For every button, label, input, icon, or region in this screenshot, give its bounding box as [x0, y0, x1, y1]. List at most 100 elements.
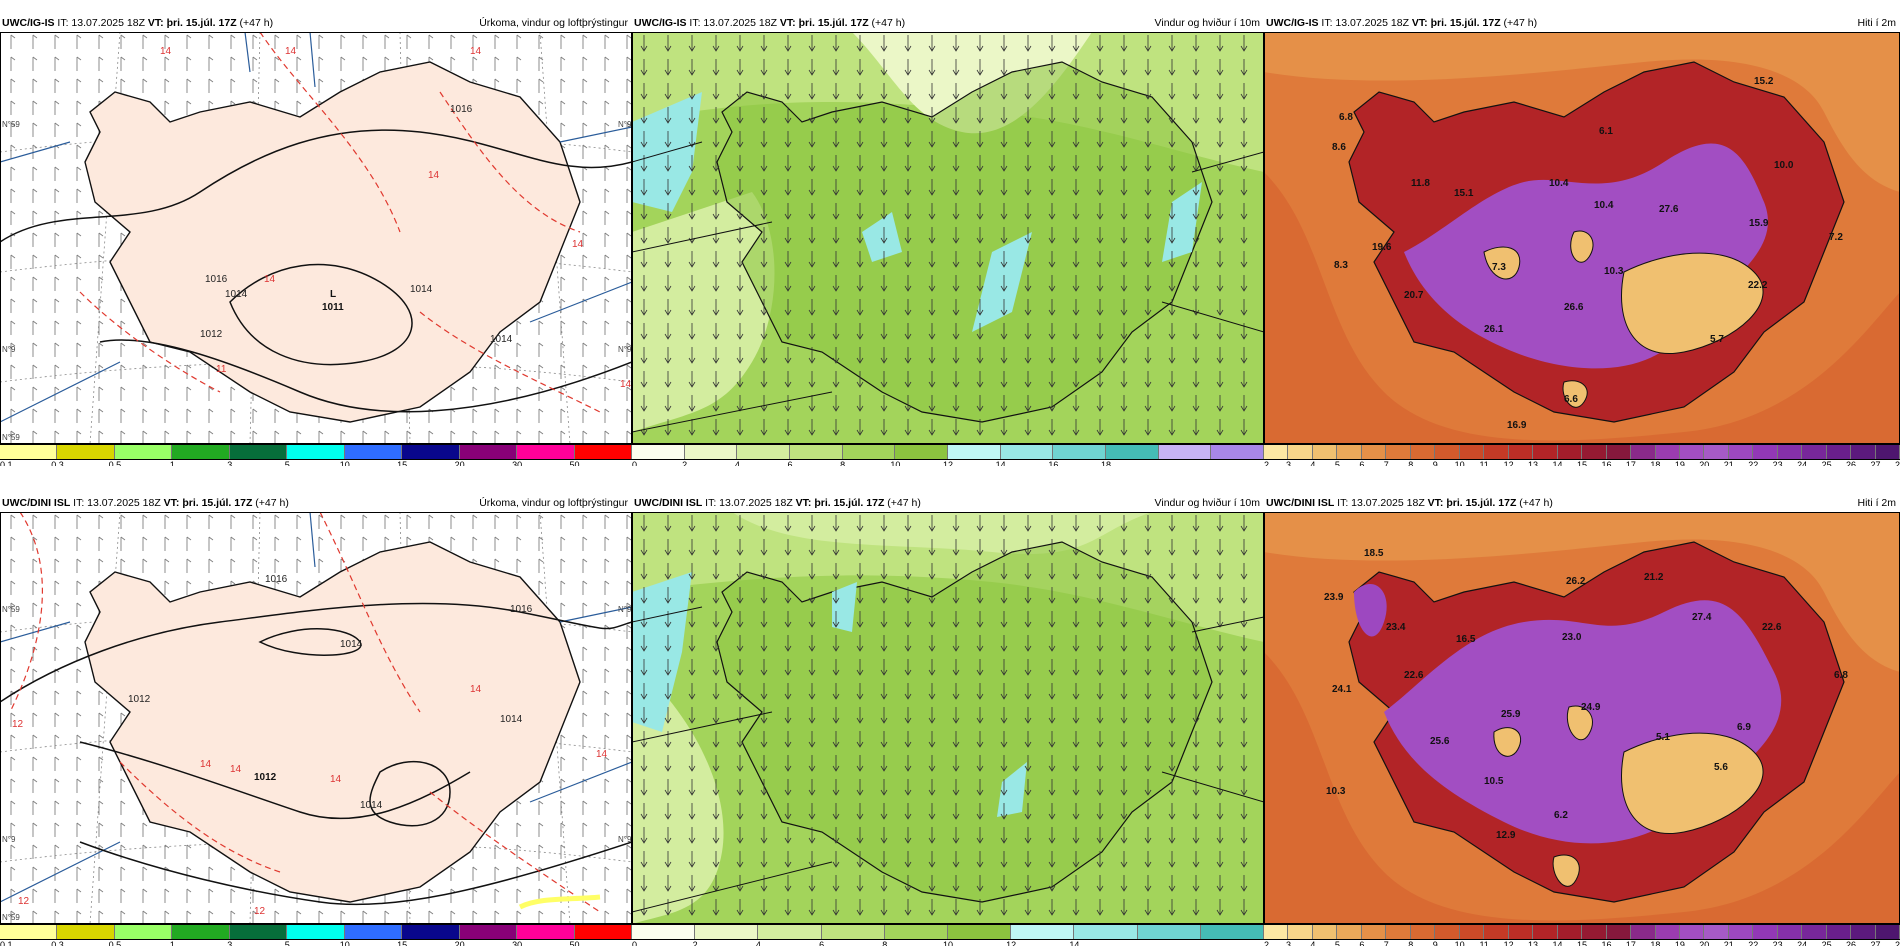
colorbar-labels: 2 3 4 5 6 7 8 9 10 11 12 13 14 15 16 17 18 19 20 21 22 23 24 25… — [1264, 460, 1900, 466]
temp-value: 26.1 — [1484, 324, 1504, 335]
colorbar-label: 18 — [1100, 460, 1112, 466]
precip-map[interactable]: 1016 1014 1012 1016 1014 1014 L 1011 14 … — [0, 32, 632, 444]
wind-map[interactable] — [632, 32, 1264, 444]
colorbar-swatch — [1158, 445, 1212, 459]
temp-map[interactable]: 18.5 26.2 21.2 23.9 27.4 23.4 22.6 16.5 … — [1264, 512, 1900, 924]
cool-glacier — [1562, 380, 1588, 408]
wind-map-svg — [632, 32, 1264, 444]
precip-map[interactable]: 1016 1014 1016 1014 1012 1014 1012 12 14… — [0, 512, 632, 924]
colorbar-label: 6 — [819, 940, 825, 946]
colorbar-swatch — [1410, 445, 1436, 459]
temp-value: 22.6 — [1762, 622, 1782, 633]
init-time: IT: 13.07.2025 18Z — [689, 17, 777, 29]
colorbar-swatch — [344, 445, 403, 459]
colorbar-label: 18 — [1650, 940, 1661, 946]
colorbar-label: 19 — [1674, 460, 1685, 466]
colorbar-swatch — [1410, 925, 1436, 939]
colorbar-swatch — [459, 445, 518, 459]
colorbar-label: 23 — [1772, 460, 1783, 466]
precip-labels: 14 14 14 14 14 14 11 14 — [160, 46, 632, 390]
colorbar-label: 2 — [1264, 940, 1270, 946]
colorbar-swatch — [1826, 445, 1852, 459]
colorbar-swatch — [1200, 925, 1264, 939]
wind-map[interactable] — [632, 512, 1264, 924]
colorbar-label: 11 — [1479, 940, 1489, 946]
temp-map[interactable]: 15.2 6.8 8.6 6.1 10.0 11.8 10.4 15.1 10.… — [1264, 32, 1900, 444]
temp-value: 6.2 — [1554, 810, 1568, 821]
colorbar-swatch — [1312, 925, 1338, 939]
coast-lines — [632, 141, 1264, 433]
colorbar-label: 1 — [169, 460, 175, 466]
precip-label: 11 — [216, 364, 227, 375]
colorbar-label: 22 — [1748, 940, 1759, 946]
temp-value: 20.7 — [1404, 290, 1424, 301]
colorbar-swatch — [114, 925, 173, 939]
colorbar-label: 20 — [454, 940, 465, 946]
pressure-label: 1016 — [205, 274, 228, 285]
colorbar-label: 10 — [1454, 460, 1465, 466]
wind-colorbar: 0 2 4 6 8 10 12 14 — [632, 924, 1264, 946]
temp-value: 23.4 — [1386, 622, 1406, 633]
colorbar-swatch — [1753, 445, 1778, 459]
panel-header: UWC/IG-IS IT: 13.07.2025 18Z VT: þri. 15… — [0, 14, 632, 32]
colorbar-label: 20 — [1699, 940, 1710, 946]
model-name: UWC/IG-IS — [2, 17, 55, 29]
edge-label: N°9 — [618, 835, 632, 844]
colorbar-label: 0.5 — [108, 940, 122, 946]
colorbar-label: 4 — [755, 940, 761, 946]
colorbar-swatch — [1337, 925, 1362, 939]
pressure-label: 1014 — [500, 714, 523, 725]
panel-temp-row2: UWC/DINI ISL IT: 13.07.2025 18Z VT: þri.… — [1264, 494, 1900, 946]
lead-time: (+47 h) — [239, 17, 274, 29]
colorbar-label: 9 — [1432, 460, 1438, 466]
panel-wind-row2: UWC/DINI ISL IT: 13.07.2025 18Z VT: þri.… — [632, 494, 1264, 946]
edge-label: N°9 — [2, 345, 16, 354]
colorbar-label: 2 — [1264, 460, 1270, 466]
colorbar-swatch — [0, 925, 58, 939]
panel-header: UWC/DINI ISL IT: 13.07.2025 18Z VT: þri.… — [1264, 494, 1900, 512]
colorbar-label: 21 — [1723, 940, 1734, 946]
temp-map-svg: 18.5 26.2 21.2 23.9 27.4 23.4 22.6 16.5 … — [1264, 512, 1900, 924]
precip-label: 14 — [470, 684, 482, 695]
colorbar-label: 15 — [1576, 940, 1588, 946]
wind-arrows — [632, 32, 1264, 444]
model-name: UWC/IG-IS — [1266, 17, 1319, 29]
colorbar-swatch — [884, 925, 949, 939]
colorbar-label: 25 — [1821, 940, 1832, 946]
colorbar-label: 4 — [1310, 460, 1316, 466]
colorbar-swatch — [1679, 445, 1705, 459]
colorbar-label: 21 — [1723, 460, 1734, 466]
temp-value: 6.8 — [1339, 112, 1353, 123]
pressure-label: 1016 — [450, 104, 473, 115]
colorbar-label: 4 — [1310, 940, 1316, 946]
colorbar-swatch — [1557, 445, 1583, 459]
pressure-labels: 1016 1014 1012 1016 1014 1014 — [200, 104, 513, 345]
colorbar-swatch — [1631, 445, 1656, 459]
colorbar-label: 17 — [1625, 940, 1636, 946]
colorbar-label: 13 — [1528, 940, 1539, 946]
colorbar-label: 8 — [882, 940, 888, 946]
colorbar-swatch — [1361, 445, 1387, 459]
valid-time: VT: þri. 15.júl. 17Z — [163, 497, 253, 509]
temp-colorbar: 2 3 4 5 6 7 8 9 10 11 12 13 14 15 16 17 18 19 20 21 22 23 24 25… — [1264, 444, 1900, 466]
colorbar-label: 0.3 — [51, 940, 64, 946]
colorbar-swatches — [632, 924, 1264, 940]
colorbar-label: 50 — [569, 940, 580, 946]
temp-value: 26.6 — [1564, 302, 1584, 313]
colorbar-label: 7 — [1383, 460, 1389, 466]
colorbar-swatch — [1753, 925, 1778, 939]
colorbar-label: 20 — [454, 460, 465, 466]
precip-colorbar: 0.1 0.3 0.5 1 3 5 10 15 20 30 50 — [0, 924, 632, 946]
temp-map-svg: 15.2 6.8 8.6 6.1 10.0 11.8 10.4 15.1 10.… — [1264, 32, 1900, 444]
colorbar-label: 5 — [284, 460, 290, 466]
model-name: UWC/IG-IS — [634, 17, 687, 29]
colorbar-swatch — [1312, 445, 1338, 459]
low-pressure-value: 1012 — [254, 772, 277, 783]
panel-title: Úrkoma, vindur og loftþrýstingur — [479, 17, 628, 29]
colorbar-labels: 0.1 0.3 0.5 1 3 5 10 15 20 30 50 — [0, 460, 632, 466]
colorbar-swatch — [229, 445, 288, 459]
pressure-label: 1016 — [510, 604, 533, 615]
colorbar-swatch — [758, 925, 822, 939]
colorbar-swatch — [1875, 925, 1900, 939]
colorbar-swatch — [1582, 445, 1607, 459]
